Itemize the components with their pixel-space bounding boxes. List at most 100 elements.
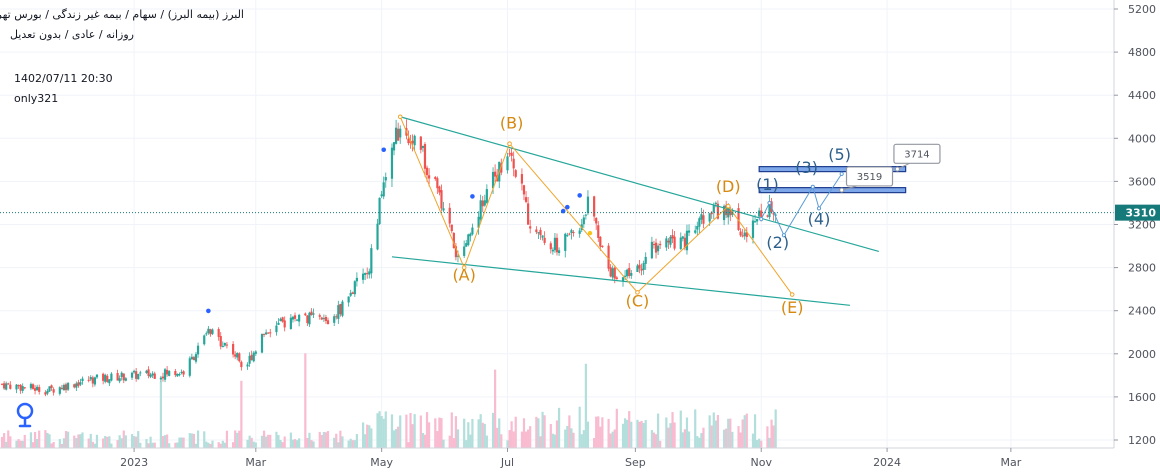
- volume-bar: [196, 430, 200, 448]
- volume-bar: [411, 424, 414, 448]
- volume-bar: [135, 436, 138, 448]
- price-tick-label: 1600: [1128, 391, 1156, 404]
- volume-bar: [479, 414, 482, 448]
- wave-label-12345: (5): [828, 145, 851, 164]
- volume-bar: [405, 414, 408, 448]
- time-tick-label: 2023: [120, 456, 148, 469]
- volume-bar: [572, 432, 575, 448]
- volume-bar: [510, 421, 513, 448]
- candle-body: [434, 177, 437, 179]
- volume-bar: [551, 433, 554, 448]
- callout-box: [893, 143, 941, 164]
- volume-bar: [623, 418, 627, 448]
- candle-body: [310, 311, 313, 316]
- volume-bar: [700, 433, 703, 448]
- candle-body: [725, 205, 728, 216]
- volume-bar: [219, 443, 222, 448]
- candle-body: [223, 343, 226, 346]
- volume-bar: [644, 420, 647, 448]
- candle-body: [289, 317, 292, 329]
- volume-bar: [50, 443, 53, 448]
- volume-bar: [399, 415, 402, 448]
- candle-body: [3, 383, 6, 389]
- volume-bar: [275, 431, 278, 448]
- volume-bar: [120, 438, 123, 448]
- candle-body: [153, 373, 156, 379]
- volume-bar: [269, 434, 272, 448]
- candle-body: [551, 249, 554, 252]
- volume-bar: [751, 433, 755, 448]
- candle-body: [671, 235, 674, 239]
- volume-bar: [679, 410, 682, 448]
- volume-bar: [33, 431, 37, 448]
- volume-bar: [147, 443, 150, 448]
- volume-bar: [0, 436, 4, 448]
- candle-body: [320, 317, 323, 320]
- candle-body: [196, 345, 200, 355]
- volume-bar: [541, 411, 544, 448]
- volume-bar: [471, 418, 474, 448]
- candle-body: [48, 386, 51, 392]
- volume-bar: [281, 442, 284, 448]
- candle-body: [553, 237, 557, 251]
- candle-body: [454, 246, 458, 258]
- candle-body: [15, 384, 18, 390]
- volume-bar: [520, 431, 524, 448]
- volume-bar: [31, 442, 35, 448]
- volume-bar: [151, 442, 154, 448]
- candle-body: [380, 194, 383, 197]
- volume-bar: [465, 440, 468, 448]
- candle-body: [564, 233, 567, 251]
- wave-point: [507, 141, 512, 146]
- candle-body: [539, 229, 542, 236]
- event-marker: [470, 194, 475, 199]
- candle-body: [219, 336, 222, 347]
- candle-body: [275, 325, 278, 333]
- candle-body: [252, 352, 255, 362]
- volume-bar: [7, 430, 10, 448]
- candle-body: [106, 375, 109, 382]
- volume-bar: [108, 436, 111, 448]
- volume-bar: [392, 430, 396, 448]
- volume-bar: [394, 429, 398, 448]
- candle-body: [479, 200, 482, 220]
- volume-bar: [555, 420, 559, 448]
- volume-bar: [586, 421, 590, 448]
- volume-bar: [36, 438, 39, 448]
- volume-bar: [382, 418, 385, 448]
- tradingview-logo-icon[interactable]: [10, 400, 40, 430]
- candle-body: [384, 177, 387, 181]
- candle-body: [392, 142, 396, 151]
- candle-body: [685, 230, 689, 251]
- candle-body: [626, 269, 629, 277]
- candle-body: [262, 333, 266, 335]
- volume-bar: [463, 418, 466, 448]
- volume-bar: [23, 434, 26, 448]
- candle-body: [353, 281, 356, 295]
- volume-bar: [349, 438, 352, 448]
- candle-body: [667, 240, 670, 243]
- candle-body: [483, 200, 486, 206]
- volume-bar: [652, 432, 656, 448]
- volume-bar: [205, 441, 208, 448]
- candle-body: [58, 387, 61, 394]
- drawings[interactable]: 3519 3714: [206, 114, 941, 314]
- candle-body: [723, 205, 726, 221]
- candle-body: [232, 343, 235, 355]
- price-tick-label: 2800: [1128, 262, 1156, 275]
- volume-bar: [64, 430, 68, 448]
- candle-body: [623, 275, 627, 277]
- volume-bar: [60, 443, 63, 448]
- wave-path-12345: [760, 173, 843, 237]
- candle-body: [269, 332, 272, 334]
- price-tick-label: 4400: [1128, 89, 1156, 102]
- candle-body: [180, 372, 183, 374]
- candle-body: [5, 383, 8, 390]
- volume-bar: [712, 412, 715, 448]
- candle-body: [44, 392, 47, 395]
- candle-body: [347, 296, 350, 303]
- candle-body: [326, 320, 330, 325]
- author-label: only321: [14, 92, 59, 105]
- volume-bar: [452, 438, 455, 448]
